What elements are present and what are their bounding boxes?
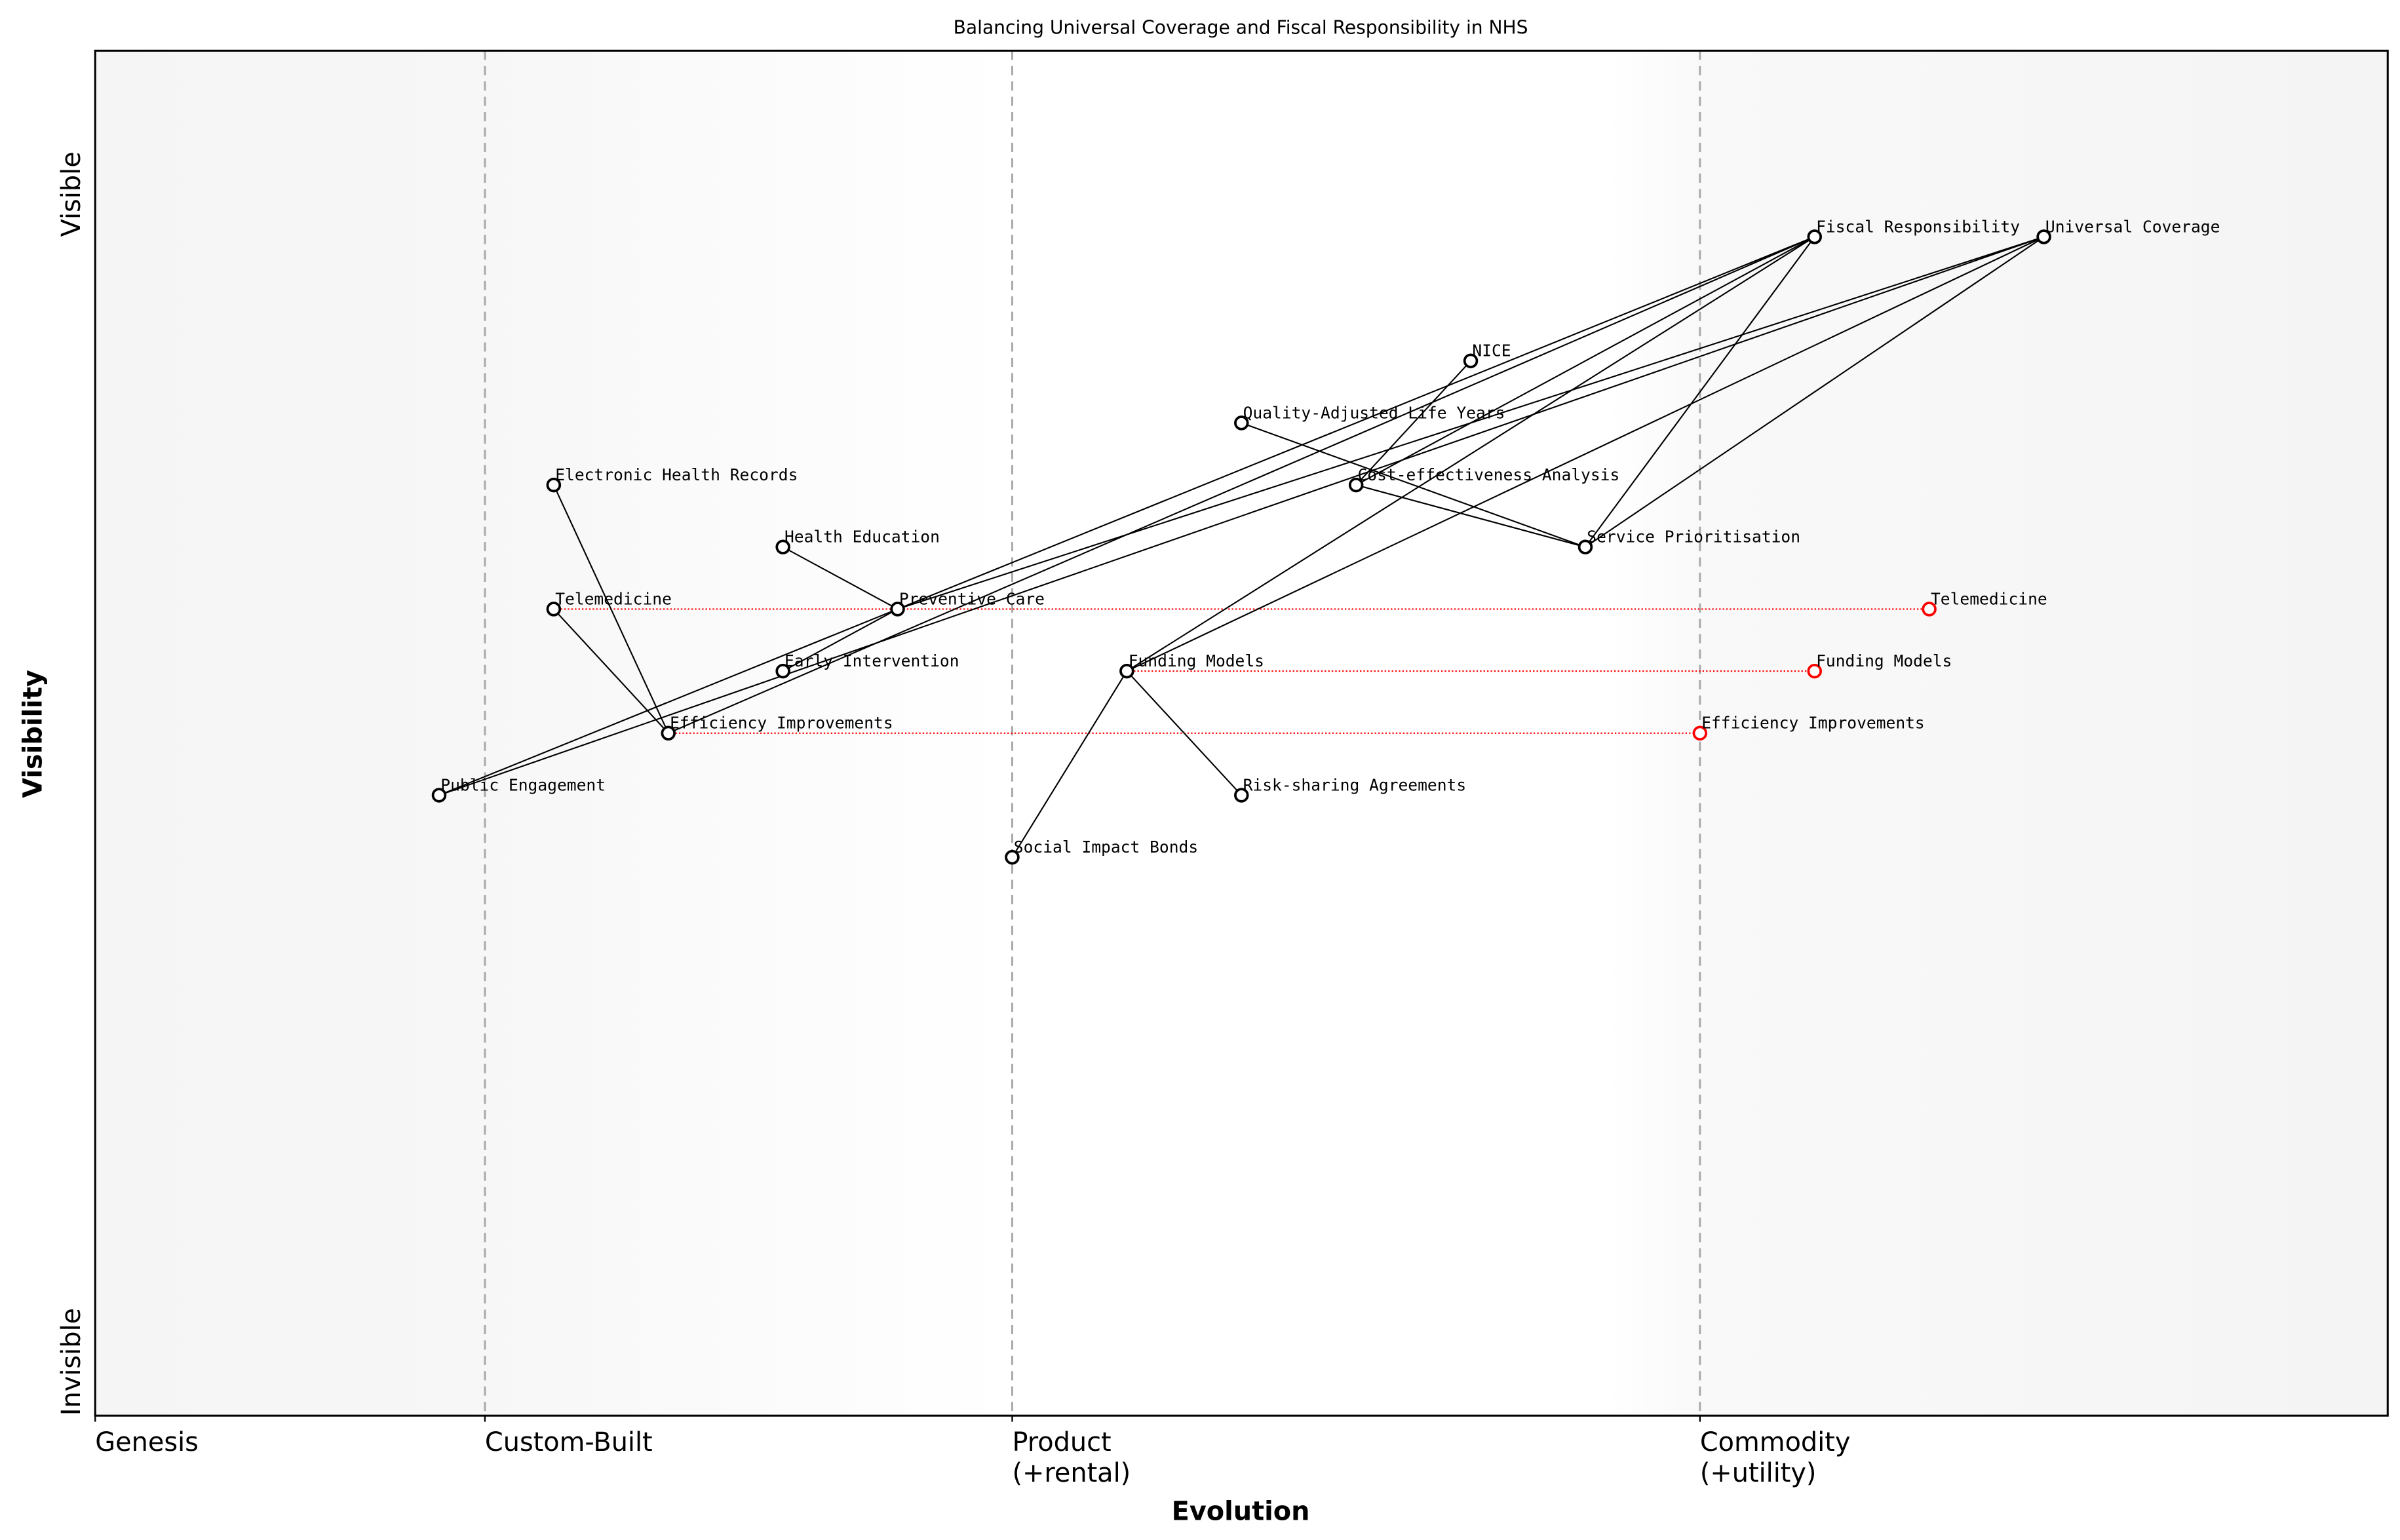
node-risk-sharing-agreements <box>1234 788 1249 803</box>
x-tick-label-line: Genesis <box>95 1427 199 1457</box>
node-label-risk-sharing-agreements: Risk-sharing Agreements <box>1243 775 1467 794</box>
edge-universal-coverage-to-funding-models <box>1126 236 2045 672</box>
node-social-impact-bonds <box>1005 849 1020 865</box>
x-tick-label-product-rental: Product (+rental) <box>1012 1427 1131 1488</box>
node-service-prioritisation <box>1577 539 1593 554</box>
evolved-node-telemedicine <box>1922 602 1937 617</box>
evolved-node-label-efficiency-improvements: Efficiency Improvements <box>1701 714 1925 733</box>
edge-early-intervention-to-preventive-care <box>783 608 899 672</box>
x-tick-label-line: (+utility) <box>1700 1458 1817 1488</box>
evolved-node-label-telemedicine: Telemedicine <box>1931 589 2047 608</box>
chart-title: Balancing Universal Coverage and Fiscal … <box>954 17 1528 39</box>
node-health-education <box>775 539 790 554</box>
node-public-engagement <box>431 788 447 803</box>
edge-fiscal-responsibility-to-preventive-care <box>897 236 1815 610</box>
edge-telemedicine-to-efficiency-improvements <box>553 608 669 734</box>
node-label-universal-coverage: Universal Coverage <box>2045 217 2220 236</box>
node-label-funding-models: Funding Models <box>1129 651 1264 670</box>
x-axis-label: Evolution <box>1172 1497 1310 1527</box>
edge-public-engagement-to-preventive-care <box>438 608 898 796</box>
node-fiscal-responsibility <box>1807 229 1823 244</box>
node-efficiency-improvements <box>661 725 676 741</box>
node-preventive-care <box>890 602 905 617</box>
node-electronic-health-records <box>546 477 562 493</box>
node-label-social-impact-bonds: Social Impact Bonds <box>1014 837 1198 857</box>
x-tick-label-line: Commodity <box>1700 1427 1851 1457</box>
x-tick-label-genesis: Genesis <box>95 1427 199 1457</box>
node-funding-models <box>1119 663 1134 679</box>
node-universal-coverage <box>2036 229 2051 244</box>
node-nice <box>1463 353 1479 368</box>
edge-fiscal-responsibility-to-efficiency-improvements <box>668 236 1815 734</box>
y-tick-label-visible: Visible <box>56 151 87 237</box>
edge-quality-adjusted-life-years-to-service-prioritisation <box>1241 422 1586 548</box>
edge-fiscal-responsibility-to-service-prioritisation <box>1585 236 1815 548</box>
x-tick-label-line: Product <box>1012 1427 1111 1457</box>
evolved-node-efficiency-improvements <box>1692 725 1708 741</box>
plot-frame <box>94 49 2389 1417</box>
node-label-electronic-health-records: Electronic Health Records <box>555 465 798 484</box>
edge-health-education-to-preventive-care <box>783 546 899 610</box>
node-label-nice: NICE <box>1472 341 1511 360</box>
x-tick-label-line: (+rental) <box>1012 1458 1131 1488</box>
node-telemedicine <box>546 602 562 617</box>
node-label-service-prioritisation: Service Prioritisation <box>1587 528 1800 547</box>
x-tick-label-custom-built: Custom-Built <box>485 1427 653 1457</box>
node-cost-effectiveness-analysis <box>1348 477 1364 493</box>
node-label-quality-adjusted-life-years: Quality-Adjusted Life Years <box>1243 403 1505 422</box>
edge-funding-models-to-risk-sharing-agreements <box>1126 670 1243 796</box>
edge-funding-models-to-social-impact-bonds <box>1011 670 1128 858</box>
node-label-preventive-care: Preventive Care <box>899 589 1045 608</box>
edge-fiscal-responsibility-to-funding-models <box>1126 236 1815 672</box>
node-label-telemedicine: Telemedicine <box>555 589 672 608</box>
evolved-node-label-funding-models: Funding Models <box>1816 651 1952 670</box>
node-label-health-education: Health Education <box>784 528 940 547</box>
node-early-intervention <box>775 663 790 679</box>
edge-nice-to-cost-effectiveness-analysis <box>1355 360 1471 486</box>
evolved-node-funding-models <box>1807 663 1823 679</box>
edge-cost-effectiveness-analysis-to-service-prioritisation <box>1355 484 1586 548</box>
node-label-cost-effectiveness-analysis: Cost-effectiveness Analysis <box>1358 465 1620 484</box>
edge-public-engagement-to-universal-coverage <box>438 236 2044 796</box>
node-label-early-intervention: Early Intervention <box>784 651 959 670</box>
node-label-fiscal-responsibility: Fiscal Responsibility <box>1816 217 2020 236</box>
y-tick-label-invisible: Invisible <box>56 1308 87 1415</box>
node-label-efficiency-improvements: Efficiency Improvements <box>670 714 893 733</box>
node-label-public-engagement: Public Engagement <box>440 775 606 794</box>
x-tick-label-line: Custom-Built <box>485 1427 653 1457</box>
y-axis-label: Visibility <box>18 670 48 798</box>
node-quality-adjusted-life-years <box>1234 415 1249 431</box>
edge-electronic-health-records-to-efficiency-improvements <box>552 484 669 734</box>
edge-universal-coverage-to-service-prioritisation <box>1585 236 2045 548</box>
x-tick-label-commodity-utility: Commodity (+utility) <box>1700 1427 1851 1488</box>
edge-fiscal-responsibility-to-cost-effectiveness-analysis <box>1355 236 1815 486</box>
